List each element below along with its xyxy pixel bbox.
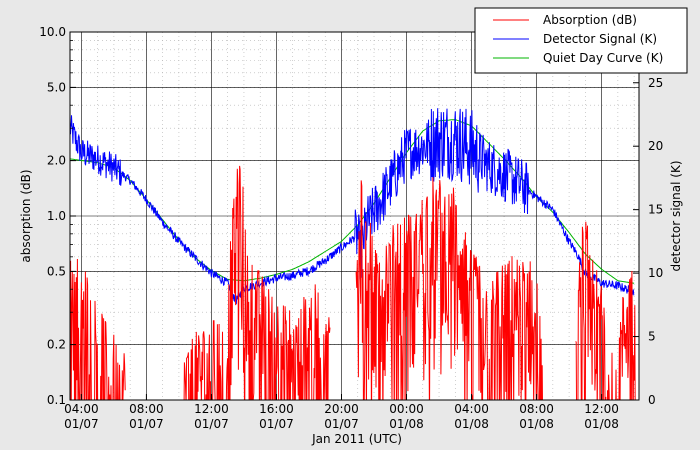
x-axis-label: Jan 2011 (UTC) <box>311 432 402 446</box>
x-tick-label-date: 01/08 <box>519 417 554 431</box>
y-axis-left-label: absorption (dB) <box>19 169 33 262</box>
y-left-tick-label: 5.0 <box>47 80 66 94</box>
axes: 0.10.20.51.02.05.010.0051015202504:0001/… <box>39 25 663 431</box>
x-tick-label-time: 04:00 <box>454 402 489 416</box>
legend-label-quiet-day: Quiet Day Curve (K) <box>543 51 663 65</box>
y-left-tick-label: 0.1 <box>47 393 66 407</box>
x-tick-label-time: 12:00 <box>584 402 619 416</box>
y-left-tick-label: 10.0 <box>39 25 66 39</box>
x-tick-label-date: 01/08 <box>584 417 619 431</box>
y-right-tick-label: 5 <box>648 330 656 344</box>
y-left-tick-label: 0.2 <box>47 338 66 352</box>
legend-box <box>474 7 688 74</box>
detector-signal-line <box>70 108 635 305</box>
x-tick-label-date: 01/07 <box>64 417 99 431</box>
legend-label-detector: Detector Signal (K) <box>543 32 657 46</box>
y-right-tick-label: 20 <box>648 139 663 153</box>
y-right-tick-label: 10 <box>648 266 663 280</box>
y-right-tick-label: 0 <box>648 393 656 407</box>
grid <box>70 31 639 401</box>
y-left-tick-label: 1.0 <box>47 209 66 223</box>
x-tick-label-date: 01/07 <box>259 417 294 431</box>
x-tick-label-time: 08:00 <box>129 402 164 416</box>
x-tick-label-time: 20:00 <box>324 402 359 416</box>
legend-label-absorption: Absorption (dB) <box>543 13 637 27</box>
x-tick-label-time: 04:00 <box>64 402 99 416</box>
y-left-tick-label: 0.5 <box>47 264 66 278</box>
x-tick-label-time: 00:00 <box>389 402 424 416</box>
x-tick-label-time: 08:00 <box>519 402 554 416</box>
x-tick-label-date: 01/08 <box>454 417 489 431</box>
x-tick-label-date: 01/07 <box>324 417 359 431</box>
y-right-tick-label: 25 <box>648 76 663 90</box>
series-layer <box>70 108 636 400</box>
absorption-line <box>70 165 636 400</box>
x-tick-label-time: 16:00 <box>259 402 294 416</box>
x-tick-label-date: 01/08 <box>389 417 424 431</box>
y-left-tick-label: 2.0 <box>47 154 66 168</box>
x-tick-label-time: 12:00 <box>194 402 229 416</box>
legend: Absorption (dB) Detector Signal (K) Quie… <box>474 7 688 74</box>
x-tick-label-date: 01/07 <box>194 417 229 431</box>
x-tick-label-date: 01/07 <box>129 417 164 431</box>
y-right-tick-label: 15 <box>648 203 663 217</box>
y-axis-right-label: detector signal (K) <box>669 160 683 271</box>
